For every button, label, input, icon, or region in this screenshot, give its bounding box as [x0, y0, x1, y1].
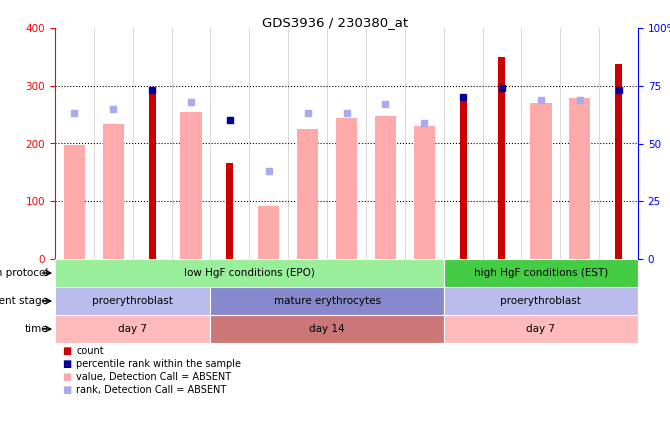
Bar — [444, 315, 638, 343]
Text: day 7: day 7 — [527, 324, 555, 334]
Text: low HgF conditions (EPO): low HgF conditions (EPO) — [184, 268, 315, 278]
Bar — [55, 315, 210, 343]
Bar — [615, 64, 622, 259]
Bar — [375, 116, 396, 259]
Bar — [444, 259, 638, 287]
Text: proerythroblast: proerythroblast — [500, 296, 582, 306]
Bar — [103, 124, 124, 259]
Text: ■: ■ — [62, 385, 71, 395]
Text: count: count — [76, 346, 104, 356]
Bar — [226, 163, 233, 259]
Text: ■: ■ — [62, 346, 71, 356]
Bar — [55, 287, 210, 315]
Text: growth protocol: growth protocol — [0, 268, 48, 278]
Bar — [336, 118, 357, 259]
Text: value, Detection Call = ABSENT: value, Detection Call = ABSENT — [76, 372, 232, 382]
Bar — [149, 95, 155, 259]
Bar — [413, 126, 435, 259]
Bar — [569, 99, 590, 259]
Text: percentile rank within the sample: percentile rank within the sample — [76, 359, 241, 369]
Bar — [297, 129, 318, 259]
Text: GDS3936 / 230380_at: GDS3936 / 230380_at — [262, 16, 408, 28]
Text: day 14: day 14 — [310, 324, 345, 334]
Text: mature erythrocytes: mature erythrocytes — [273, 296, 381, 306]
Bar — [64, 145, 85, 259]
Bar — [258, 206, 279, 259]
Text: rank, Detection Call = ABSENT: rank, Detection Call = ABSENT — [76, 385, 226, 395]
Bar — [180, 112, 202, 259]
Bar — [210, 287, 444, 315]
Bar — [444, 287, 638, 315]
Text: ■: ■ — [62, 372, 71, 382]
Bar — [210, 315, 444, 343]
Text: development stage: development stage — [0, 296, 48, 306]
Bar — [498, 57, 505, 259]
Bar — [530, 103, 551, 259]
Text: time: time — [25, 324, 48, 334]
Text: ■: ■ — [62, 359, 71, 369]
Bar — [55, 259, 444, 287]
Text: proerythroblast: proerythroblast — [92, 296, 173, 306]
Bar — [460, 99, 466, 259]
Text: day 7: day 7 — [118, 324, 147, 334]
Text: high HgF conditions (EST): high HgF conditions (EST) — [474, 268, 608, 278]
